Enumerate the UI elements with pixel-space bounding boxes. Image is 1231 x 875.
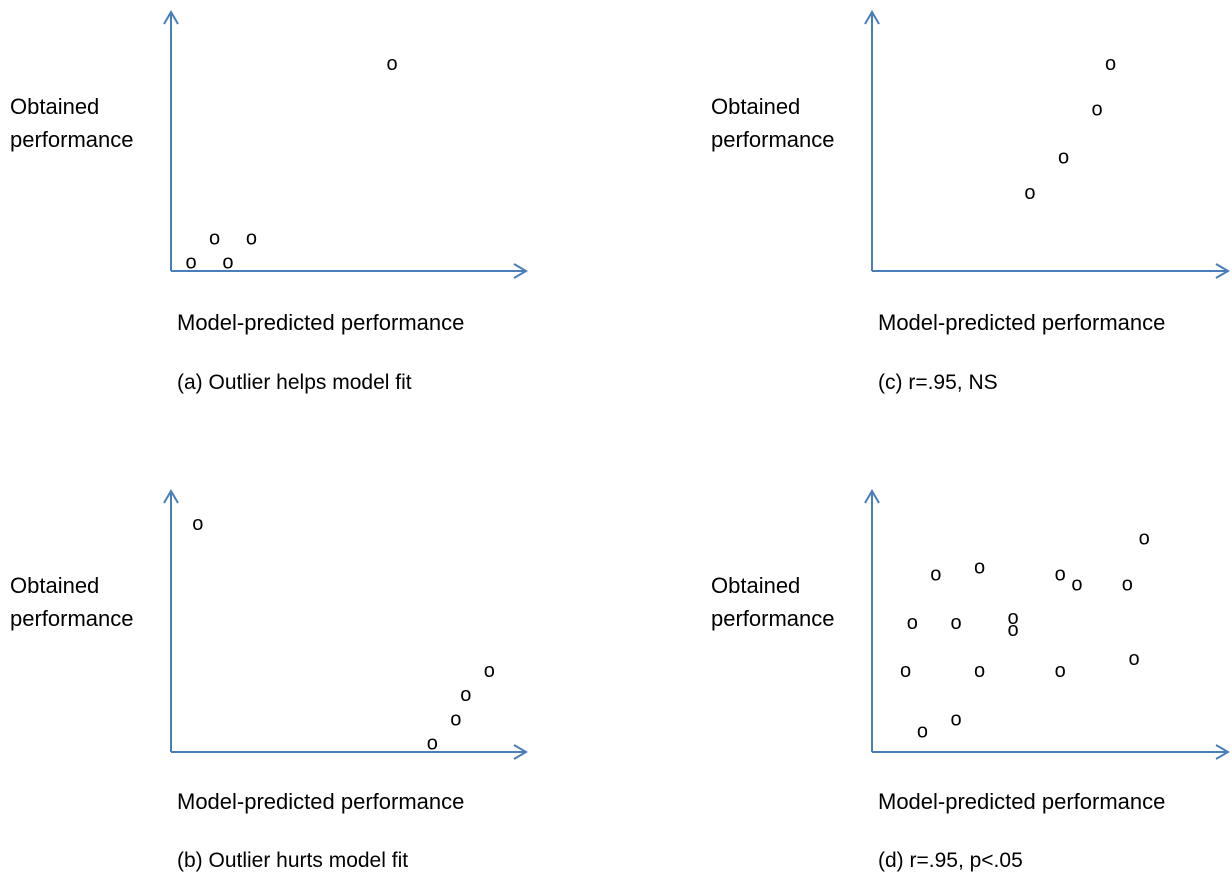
data-point: o — [1071, 573, 1082, 595]
panel-caption: (d) r=.95, p<.05 — [878, 849, 1023, 872]
x-axis-label: Model-predicted performance — [177, 310, 464, 335]
x-axis-arrowhead — [1215, 744, 1230, 760]
panel-d: Obtained performance Model-predicted perfo… — [711, 489, 1230, 872]
y-axis-label: performance — [10, 127, 134, 152]
x-axis-label: Model-predicted performance — [878, 310, 1165, 335]
data-point: o — [950, 708, 961, 730]
data-point: o — [1024, 182, 1035, 204]
data-point: o — [460, 684, 471, 706]
panel-b: Obtained performance Model-predicted perfo… — [10, 489, 528, 872]
x-axis-arrowhead — [1215, 263, 1230, 279]
data-point: o — [192, 513, 203, 535]
y-axis-arrowhead — [163, 489, 179, 504]
data-point: o — [246, 228, 257, 250]
data-point: o — [450, 708, 461, 730]
data-point: o — [1092, 98, 1103, 120]
data-point: o — [1055, 660, 1066, 682]
data-point: o — [186, 251, 197, 273]
panel-caption: (b) Outlier hurts model fit — [177, 849, 408, 872]
x-axis-label: Model-predicted performance — [878, 789, 1165, 814]
data-point: o — [1122, 573, 1133, 595]
data-point: o — [1008, 619, 1019, 641]
data-point: o — [222, 251, 233, 273]
data-point: o — [1058, 146, 1069, 168]
data-point: o — [1139, 528, 1150, 550]
panel-caption: (c) r=.95, NS — [878, 371, 998, 394]
data-point: o — [950, 612, 961, 634]
data-point: o — [427, 732, 438, 754]
y-axis-label: Obtained — [10, 573, 99, 598]
data-point: o — [484, 660, 495, 682]
data-point: o — [209, 228, 220, 250]
y-axis-label: Obtained — [711, 573, 800, 598]
y-axis-label: performance — [711, 127, 835, 152]
data-point: o — [974, 660, 985, 682]
panel-c: Obtained performance Model-predicted perfo… — [711, 10, 1230, 394]
y-axis-label: Obtained — [10, 94, 99, 119]
y-axis-arrowhead — [864, 489, 880, 504]
data-point: o — [907, 612, 918, 634]
data-point: o — [1055, 564, 1066, 586]
y-axis-label: Obtained — [711, 94, 800, 119]
data-point: o — [1129, 648, 1140, 670]
data-point: o — [974, 556, 985, 578]
y-axis-label: performance — [10, 606, 134, 631]
y-axis-arrowhead — [864, 10, 880, 25]
data-point: o — [387, 53, 398, 75]
data-point: o — [930, 564, 941, 586]
data-point: o — [900, 660, 911, 682]
x-axis-arrowhead — [513, 744, 528, 760]
panel-a: Obtained performance Model-predicted perfo… — [10, 10, 528, 394]
data-point: o — [917, 720, 928, 742]
x-axis-arrowhead — [513, 263, 528, 279]
data-point: o — [1008, 607, 1019, 629]
y-axis-arrowhead — [163, 10, 179, 25]
x-axis-label: Model-predicted performance — [177, 789, 464, 814]
panel-caption: (a) Outlier helps model fit — [177, 371, 412, 394]
data-point: o — [1105, 53, 1116, 75]
y-axis-label: performance — [711, 606, 835, 631]
